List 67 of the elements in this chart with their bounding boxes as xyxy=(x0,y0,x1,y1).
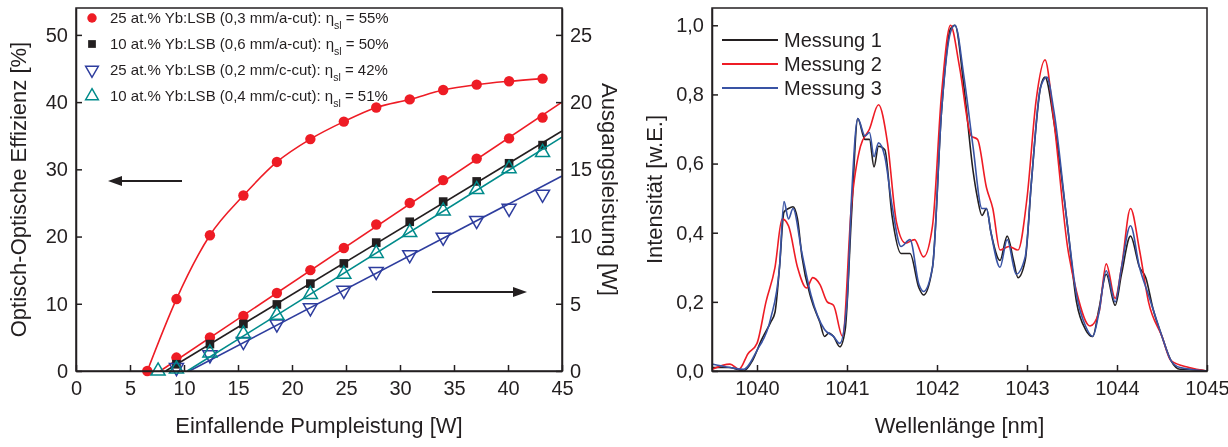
x-tick-label: 1040 xyxy=(735,377,780,400)
point xyxy=(534,143,551,158)
point xyxy=(501,159,517,174)
point xyxy=(371,102,382,113)
y-axis-title: Intensität [w.E.] xyxy=(642,114,667,265)
point xyxy=(235,325,252,339)
x-tick-label: 1044 xyxy=(1095,377,1140,400)
point xyxy=(171,293,182,305)
x-tick-label: 0 xyxy=(70,377,83,400)
point xyxy=(435,202,451,216)
y2-tick-label: 25 xyxy=(570,23,593,46)
y-tick-label: 0,8 xyxy=(676,83,704,106)
y2-axis-title: Ausgangsleistung [W] xyxy=(597,83,622,296)
x-tick-label: 15 xyxy=(227,377,250,400)
y-tick-label: 0,0 xyxy=(676,359,704,382)
legend-label: Messung 2 xyxy=(784,53,882,75)
point xyxy=(305,133,316,145)
y-tick-label: 0 xyxy=(56,359,68,382)
y-tick-label: 0,2 xyxy=(676,290,704,313)
y2-tick-label: 15 xyxy=(570,158,593,181)
point xyxy=(271,156,283,168)
point xyxy=(503,76,515,87)
y2-tick-label: 5 xyxy=(570,292,582,315)
y-tick-label: 10 xyxy=(45,292,68,315)
y-tick-label: 30 xyxy=(45,158,68,181)
point xyxy=(336,265,352,279)
x-tick-label: 35 xyxy=(443,377,466,400)
y-tick-label: 0,6 xyxy=(676,152,704,175)
point xyxy=(338,116,350,127)
legend-label: 10 at.% Yb:LSB (0,6 mm/a-cut): η$_{sl}$ = 50% xyxy=(110,35,389,58)
point xyxy=(150,362,166,376)
point xyxy=(401,223,418,238)
y-tick-label: 0,4 xyxy=(676,221,704,244)
y2-tick-label: 20 xyxy=(570,91,593,114)
x-tick-label: 20 xyxy=(281,377,304,400)
point xyxy=(537,73,548,84)
x-tick-label: 25 xyxy=(335,377,358,400)
y-tick-label: 20 xyxy=(45,225,68,248)
x-tick-label: 1042 xyxy=(915,377,960,400)
point xyxy=(471,79,482,90)
y-tick-label: 50 xyxy=(45,23,68,46)
point xyxy=(202,344,218,358)
x-tick-label: 10 xyxy=(173,377,196,400)
legend-label: Messung 1 xyxy=(784,29,882,51)
point xyxy=(468,180,485,195)
legend-label: 25 at.% Yb:LSB (0,2 mm/c-cut): η$_{sl}$ = 42% xyxy=(110,61,388,84)
y-axis-title: Optisch-Optische Effizienz [%] xyxy=(6,41,31,338)
x-tick-label: 1043 xyxy=(1005,377,1050,400)
x-tick-label: 5 xyxy=(124,377,137,400)
point xyxy=(238,190,249,201)
x-axis-title: Einfallende Pumpleistung [W] xyxy=(175,413,463,438)
x-axis-title: Wellenlänge [nm] xyxy=(874,413,1045,438)
y-tick-label: 1,0 xyxy=(676,14,704,37)
point xyxy=(269,306,285,320)
x-tick-label: 1041 xyxy=(825,377,870,400)
point xyxy=(438,84,449,96)
point xyxy=(368,244,384,259)
point xyxy=(204,230,216,241)
y2-tick-label: 10 xyxy=(570,225,593,248)
point xyxy=(302,285,319,300)
legend-label: 10 at.% Yb:LSB (0,4 mm/c-cut): η$_{sl}$ = 51% xyxy=(110,87,388,110)
x-tick-label: 40 xyxy=(497,377,520,400)
legend-label: Messung 3 xyxy=(784,77,882,99)
legend-label: 25 at.% Yb:LSB (0,3 mm/a-cut): η$_{sl}$ = 55% xyxy=(110,9,389,32)
x-tick-label: 30 xyxy=(389,377,412,400)
y-tick-label: 40 xyxy=(45,91,68,114)
point xyxy=(404,94,415,105)
